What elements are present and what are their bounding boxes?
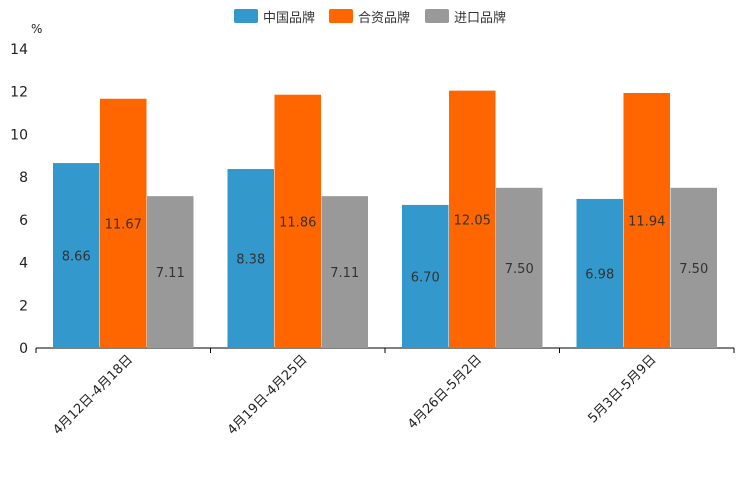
x-tick-label: 4月26日-5月2日 [405, 352, 485, 432]
bar-value-label: 7.50 [505, 262, 534, 277]
bar-value-label: 8.38 [236, 253, 265, 268]
y-axis-unit: % [31, 22, 43, 36]
y-tick-label: 4 [19, 256, 28, 272]
bar-value-label: 12.05 [454, 213, 491, 228]
legend-item-jv-brand[interactable]: 合资品牌 [329, 6, 410, 26]
bar [576, 198, 623, 348]
bar [449, 90, 496, 349]
bar [623, 92, 670, 348]
x-tick-label: 5月3日-5月9日 [585, 352, 659, 426]
legend-label: 合资品牌 [358, 10, 411, 26]
bar-value-label: 6.70 [411, 270, 440, 285]
y-tick-label: 8 [19, 170, 28, 186]
legend-swatch [329, 9, 353, 23]
x-tick-label: 4月12日-4月18日 [50, 352, 136, 438]
bar [670, 187, 717, 348]
bar [100, 98, 147, 348]
legend-item-import-brand[interactable]: 进口品牌 [425, 6, 506, 26]
legend-item-china-brand[interactable]: 中国品牌 [234, 6, 315, 26]
y-tick-label: 14 [10, 42, 28, 58]
y-tick-label: 10 [10, 127, 28, 143]
bar [274, 94, 321, 348]
legend-label: 中国品牌 [263, 10, 316, 26]
y-tick-label: 6 [19, 213, 28, 229]
bar [147, 196, 194, 348]
y-tick-label: 12 [10, 85, 28, 101]
x-tick-label: 4月19日-4月25日 [225, 352, 311, 438]
bar-value-label: 8.66 [62, 250, 91, 265]
legend-swatch [425, 9, 449, 23]
legend-swatch [234, 9, 258, 23]
y-tick-label: 0 [19, 341, 28, 357]
legend-label: 进口品牌 [454, 10, 507, 26]
bar [53, 163, 100, 348]
bar [321, 196, 368, 348]
bar [402, 204, 449, 348]
bar-value-label: 11.94 [628, 214, 665, 229]
bar-value-label: 6.98 [585, 267, 614, 282]
bar [227, 169, 274, 348]
bar-value-label: 7.50 [679, 262, 708, 277]
bar-value-label: 11.86 [279, 215, 316, 230]
bar [496, 187, 543, 348]
chart-legend: 中国品牌 合资品牌 进口品牌 [0, 6, 744, 26]
bar-value-label: 11.67 [105, 217, 142, 232]
bar-value-label: 7.11 [156, 266, 185, 281]
y-tick-label: 2 [19, 298, 28, 314]
bar-value-label: 7.11 [330, 266, 359, 281]
